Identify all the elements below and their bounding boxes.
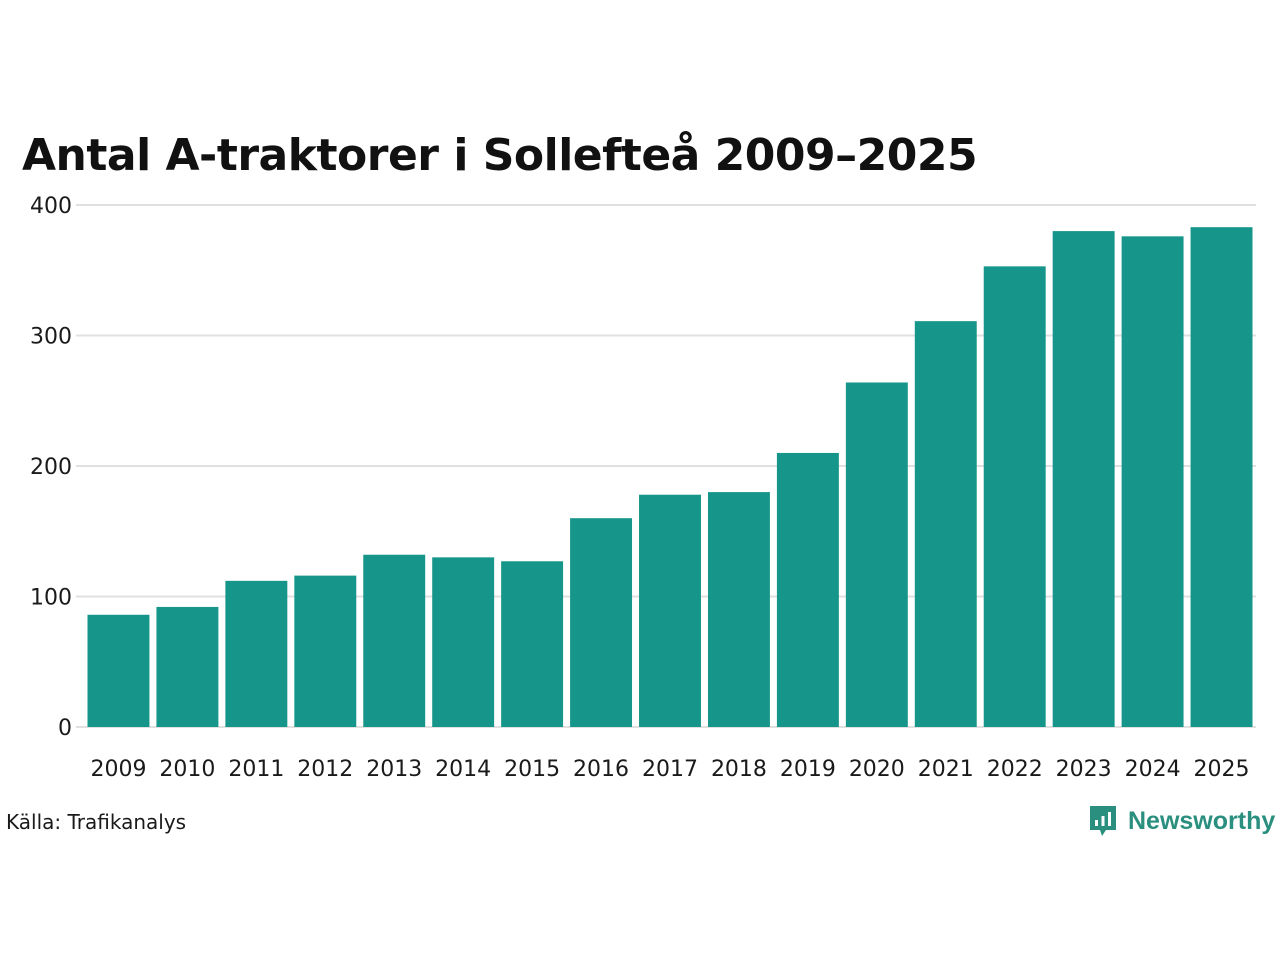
x-tick-label: 2019: [780, 757, 836, 782]
y-tick-label: 300: [30, 325, 72, 350]
bar-2022: [983, 266, 1046, 727]
bar-2020: [845, 382, 908, 727]
brand-name: Newsworthy: [1128, 806, 1276, 835]
bar-2010: [156, 606, 219, 727]
bar-2018: [707, 492, 770, 727]
x-tick-label: 2018: [711, 757, 767, 782]
x-tick-label: 2021: [918, 757, 974, 782]
x-tick-label: 2011: [228, 757, 284, 782]
bar-2012: [294, 575, 357, 727]
bar-2013: [363, 554, 426, 727]
chart-title: Antal A-traktorer i Sollefteå 2009–2025: [22, 130, 978, 181]
bar-2025: [1190, 227, 1253, 727]
x-tick-label: 2013: [366, 757, 422, 782]
x-tick-label: 2009: [90, 757, 146, 782]
brand-logo: Newsworthy: [1088, 804, 1275, 838]
bar-2014: [432, 557, 495, 727]
bar-2011: [225, 580, 288, 727]
y-tick-label: 100: [30, 586, 72, 611]
y-tick-label: 400: [30, 194, 72, 219]
x-tick-label: 2014: [435, 757, 491, 782]
y-tick-label: 0: [58, 716, 72, 741]
newsworthy-logo-icon: [1090, 806, 1116, 836]
bar-2009: [87, 614, 150, 727]
x-tick-label: 2023: [1056, 757, 1112, 782]
bar-2016: [570, 518, 633, 727]
bar-2021: [914, 321, 977, 727]
x-axis-ticks: 2009 2010 2011 2012 2013 2014 2015 2016 2017 2018…: [90, 757, 1249, 782]
bar-2024: [1121, 236, 1184, 727]
x-tick-label: 2022: [987, 757, 1043, 782]
x-tick-label: 2016: [573, 757, 629, 782]
x-tick-label: 2025: [1194, 757, 1250, 782]
bars: [87, 227, 1253, 727]
x-tick-label: 2010: [159, 757, 215, 782]
bar-2019: [776, 452, 839, 727]
y-tick-label: 200: [30, 455, 72, 480]
source-note: Källa: Trafikanalys: [6, 810, 187, 834]
bar-2023: [1052, 231, 1115, 727]
bar-2017: [639, 494, 701, 727]
x-tick-label: 2012: [297, 757, 353, 782]
x-tick-label: 2015: [504, 757, 560, 782]
y-axis-ticks: 0 100 200 300 400: [30, 194, 72, 741]
x-tick-label: 2024: [1125, 757, 1181, 782]
x-tick-label: 2020: [849, 757, 905, 782]
x-tick-label: 2017: [642, 757, 698, 782]
bar-2015: [501, 561, 564, 727]
